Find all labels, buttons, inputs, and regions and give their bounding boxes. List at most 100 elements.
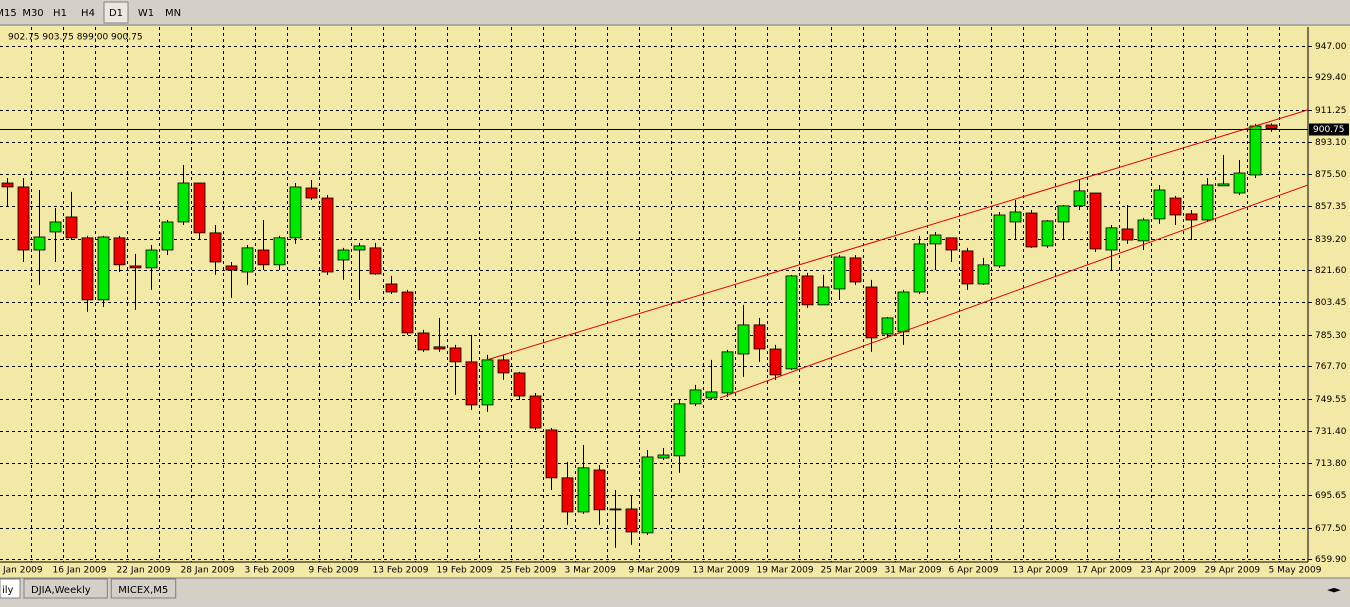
candle-body <box>1 182 14 188</box>
candle-body <box>721 351 734 394</box>
x-tick-label: 22 Jan 2009 <box>117 566 171 576</box>
x-tick-label: 9 Feb 2009 <box>309 566 360 576</box>
candle-body <box>1153 189 1166 220</box>
candle-body <box>1265 124 1278 129</box>
timeframe-button[interactable] <box>20 2 46 23</box>
candle-body <box>305 187 318 199</box>
chart-tab-label[interactable]: MICEX,M5 <box>118 585 168 596</box>
y-tick-label: 785.30 <box>1315 331 1347 341</box>
candle-body <box>1041 220 1054 247</box>
candle-body <box>1217 183 1230 187</box>
timeframe-label[interactable]: M15 <box>0 8 17 19</box>
candle-body <box>241 247 254 273</box>
y-tick-label: 659.90 <box>1315 555 1347 565</box>
timeframe-label[interactable]: M30 <box>22 8 43 19</box>
chart-tab[interactable] <box>110 578 177 599</box>
candle-body <box>513 372 526 397</box>
candle-body <box>1025 212 1038 248</box>
candle-body <box>673 403 686 457</box>
candle-body <box>785 275 798 370</box>
timeframe-label[interactable]: D1 <box>109 8 123 19</box>
timeframe-label[interactable]: W1 <box>138 8 154 19</box>
y-tick-label: 875.50 <box>1315 170 1347 180</box>
candle-body <box>481 359 494 406</box>
trend-line <box>719 184 1309 399</box>
candle-body <box>993 214 1006 267</box>
candle-body <box>225 265 238 271</box>
x-tick-label: 5 May 2009 <box>1269 566 1322 576</box>
chart-tab-label[interactable]: ily <box>2 585 14 596</box>
candle-body <box>1057 205 1070 223</box>
x-tick-label: Jan 2009 <box>2 566 43 576</box>
trend-line <box>486 109 1309 361</box>
x-tick-label: 3 Mar 2009 <box>565 566 617 576</box>
candle-body <box>49 221 62 233</box>
candle-body <box>17 186 30 251</box>
candle-body <box>337 249 350 261</box>
x-tick-label: 23 Apr 2009 <box>1141 566 1197 576</box>
timeframe-label[interactable]: MN <box>165 8 181 19</box>
x-tick-label: 28 Jan 2009 <box>181 566 235 576</box>
timeframe-label[interactable]: H1 <box>53 8 67 19</box>
candle-body <box>1009 211 1022 223</box>
candle-body <box>1169 197 1182 216</box>
x-tick-label: 13 Apr 2009 <box>1013 566 1069 576</box>
chart-tab-label[interactable]: DJIA,Weekly <box>31 585 91 596</box>
timeframe-button[interactable] <box>103 1 129 24</box>
candle-body <box>33 236 46 251</box>
candle-body <box>817 286 830 306</box>
candle-body <box>321 197 334 273</box>
y-tick-label: 893.10 <box>1315 138 1347 148</box>
candle-body <box>657 454 670 459</box>
candle-body <box>81 237 94 301</box>
tab-bar <box>0 578 1350 607</box>
candle-body <box>529 395 542 429</box>
x-tick-label: 16 Jan 2009 <box>53 566 107 576</box>
candle-body <box>417 332 430 351</box>
candle-body <box>705 391 718 399</box>
candle-body <box>193 182 206 234</box>
y-tick-label: 731.40 <box>1315 427 1347 437</box>
y-tick-label: 677.50 <box>1315 524 1347 534</box>
y-tick-label: 911.25 <box>1315 106 1347 116</box>
timeframe-button[interactable] <box>160 2 186 23</box>
timeframe-button[interactable] <box>76 2 100 23</box>
timeframe-button[interactable] <box>0 2 18 23</box>
chart-tab[interactable] <box>0 578 21 599</box>
timeframe-label[interactable]: H4 <box>81 8 95 19</box>
y-tick-label: 947.00 <box>1315 42 1347 52</box>
x-tick-label: 13 Mar 2009 <box>693 566 750 576</box>
toolbar <box>0 0 1350 25</box>
candle-body <box>1185 213 1198 221</box>
candle-body <box>465 361 478 406</box>
y-tick-label: 857.35 <box>1315 202 1347 212</box>
y-tick-label: 803.45 <box>1315 298 1347 308</box>
y-tick-label: 929.40 <box>1315 73 1347 83</box>
candle-body <box>257 249 270 266</box>
chart-tab[interactable] <box>23 578 108 599</box>
candle-body <box>113 237 126 266</box>
candle-body <box>1233 172 1246 194</box>
candle-body <box>561 477 574 513</box>
y-tick-label: 767.70 <box>1315 362 1347 372</box>
timeframe-button[interactable] <box>134 2 158 23</box>
tab-scroll[interactable]: ◄► <box>1327 586 1341 596</box>
candle-body <box>161 221 174 251</box>
candle-body <box>609 508 622 511</box>
candle-body <box>801 275 814 306</box>
candle-body <box>273 237 286 266</box>
candle-body <box>865 286 878 339</box>
candle-body <box>129 265 142 269</box>
candle-body <box>1089 192 1102 250</box>
candle-body <box>209 232 222 263</box>
candle-body <box>849 257 862 283</box>
timeframe-button[interactable] <box>48 2 72 23</box>
candle-body <box>545 429 558 479</box>
candle-body <box>97 236 110 301</box>
candle-body <box>385 283 398 293</box>
ohlc-header: 902.75 903.75 899.00 900.75 <box>8 33 143 43</box>
x-tick-label: 19 Feb 2009 <box>437 566 493 576</box>
candle-body <box>1105 227 1118 251</box>
